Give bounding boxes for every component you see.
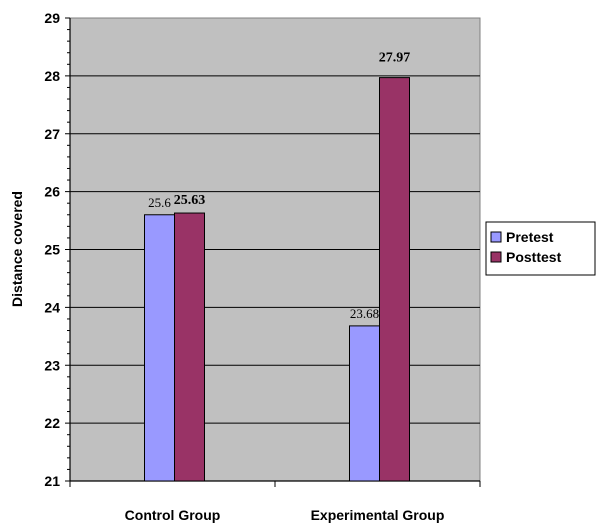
y-axis: 21 22 23 24 25 26 27 28 29 — [44, 10, 71, 489]
data-label-pretest: 25.6 — [148, 195, 171, 210]
legend-label-pretest: Pretest — [506, 229, 554, 245]
legend-swatch-posttest — [490, 251, 502, 263]
y-tick-label: 25 — [44, 242, 60, 258]
gridlines — [70, 75, 480, 424]
data-labels: 25.6 25.63 23.68 27.97 — [148, 51, 410, 321]
bar-posttest — [379, 77, 410, 482]
legend-label-posttest: Posttest — [506, 249, 562, 265]
data-label-posttest: 25.63 — [174, 193, 206, 208]
bars — [144, 77, 410, 482]
x-category-label: Experimental Group — [311, 507, 445, 523]
legend-box — [485, 221, 596, 276]
y-tick-label: 21 — [44, 473, 60, 489]
bar-pretest — [144, 214, 175, 482]
y-tick-label: 23 — [44, 357, 60, 373]
y-tick-label: 22 — [44, 415, 60, 431]
y-tick-label: 26 — [44, 184, 60, 200]
legend-swatch-pretest — [490, 231, 502, 243]
y-tick-label: 28 — [44, 68, 60, 84]
data-label-pretest: 23.68 — [350, 306, 379, 321]
y-tick-label: 29 — [44, 10, 60, 26]
bar-pretest — [349, 325, 380, 482]
y-axis-label: Distance covered — [9, 191, 25, 307]
data-label-posttest: 27.97 — [379, 51, 411, 66]
y-tick-label: 27 — [44, 126, 60, 142]
x-axis: Control Group Experimental Group — [69, 480, 481, 523]
y-tick-label: 24 — [44, 299, 60, 315]
legend: Pretest Posttest — [485, 221, 596, 276]
bar-posttest — [174, 212, 205, 482]
x-category-label: Control Group — [125, 507, 221, 523]
